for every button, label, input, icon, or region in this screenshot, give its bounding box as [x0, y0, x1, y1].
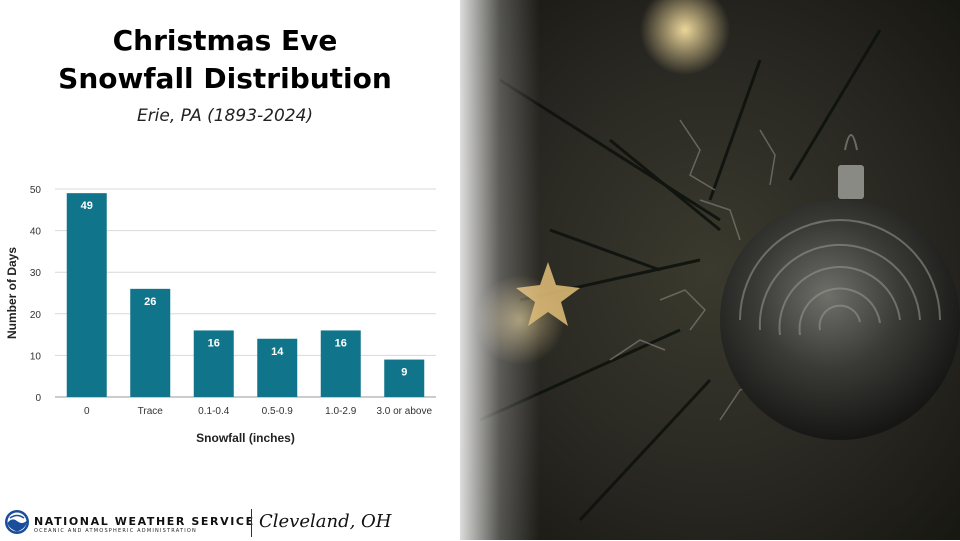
y-tick-label: 0 — [35, 393, 41, 404]
bar-1 — [130, 288, 171, 397]
data-label: 9 — [401, 367, 407, 379]
bar-chart: 0 10 20 30 40 50 49 0 26 Trace 16 0.1-0.4 14 0.5-0.9 1… — [5, 185, 436, 445]
x-tick-label: Trace — [138, 406, 164, 417]
y-tick-label: 50 — [30, 185, 42, 196]
x-tick-label: 0.1-0.4 — [198, 406, 230, 417]
data-label: 16 — [335, 337, 347, 349]
bar-4 — [320, 330, 361, 397]
data-label: 14 — [271, 346, 284, 358]
y-tick-label: 10 — [30, 351, 42, 362]
title-line-1: Christmas Eve — [112, 24, 338, 57]
footer: NATIONAL WEATHER SERVICE OCEANIC AND ATM… — [0, 505, 450, 541]
y-axis-label: Number of Days — [5, 247, 19, 339]
x-tick-label: 0 — [84, 406, 90, 417]
y-tick-label: 40 — [30, 227, 42, 238]
y-tick-label: 30 — [30, 268, 42, 279]
agency-name: NATIONAL WEATHER SERVICE — [34, 515, 255, 528]
x-axis-label: Snowfall (inches) — [196, 431, 295, 445]
bar-2 — [193, 330, 234, 397]
agency-subtitle: OCEANIC AND ATMOSPHERIC ADMINISTRATION — [34, 528, 197, 534]
footer-divider — [251, 509, 252, 537]
christmas-ornament-photo — [460, 0, 960, 540]
x-tick-label: 3.0 or above — [376, 406, 432, 417]
y-tick-label: 20 — [30, 310, 42, 321]
bar-0 — [66, 193, 107, 397]
x-tick-label: 0.5-0.9 — [262, 406, 294, 417]
title-line-2: Snowfall Distribution — [58, 62, 392, 95]
bar-5 — [384, 359, 425, 397]
chart-title: Christmas Eve Snowfall Distribution — [0, 22, 450, 98]
noaa-logo — [5, 510, 29, 534]
chart-subtitle: Erie, PA (1893-2024) — [136, 106, 314, 126]
data-label: 26 — [144, 296, 156, 308]
office-name: Cleveland, OH — [259, 511, 392, 532]
data-label: 49 — [81, 200, 93, 212]
bar-3 — [257, 338, 298, 397]
data-label: 16 — [208, 337, 220, 349]
x-tick-label: 1.0-2.9 — [325, 406, 357, 417]
